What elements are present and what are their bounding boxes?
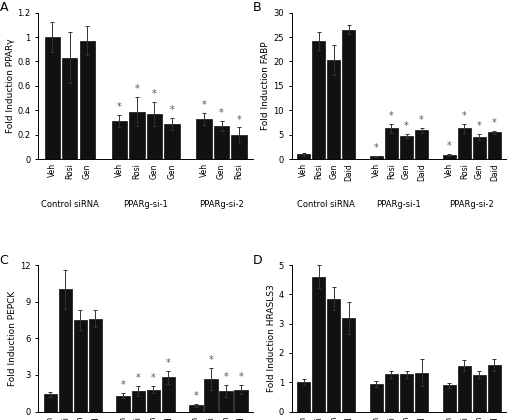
Text: *: * xyxy=(117,102,122,112)
Text: B: B xyxy=(253,1,262,14)
Text: PPARg-si-2: PPARg-si-2 xyxy=(450,200,494,209)
Bar xyxy=(164,124,180,159)
Text: *: * xyxy=(121,381,125,390)
Bar xyxy=(214,126,229,159)
Y-axis label: Fold Induction PEPCK: Fold Induction PEPCK xyxy=(8,291,17,386)
Bar xyxy=(162,378,175,412)
Bar xyxy=(385,129,398,159)
Text: *: * xyxy=(462,110,466,121)
Bar xyxy=(488,365,501,412)
Text: *: * xyxy=(208,354,214,365)
Bar xyxy=(146,390,160,412)
Bar xyxy=(473,375,486,412)
Bar xyxy=(147,114,162,159)
Bar xyxy=(385,374,398,412)
Bar xyxy=(231,135,247,159)
Bar xyxy=(204,378,218,412)
Text: *: * xyxy=(447,141,452,151)
Text: *: * xyxy=(136,373,140,383)
Bar xyxy=(220,391,232,412)
Bar xyxy=(442,155,456,159)
Y-axis label: Fold Induction PPARγ: Fold Induction PPARγ xyxy=(6,39,14,133)
Bar xyxy=(234,390,248,412)
Bar xyxy=(458,365,471,412)
Bar xyxy=(74,320,87,412)
Text: PPARg-si-1: PPARg-si-1 xyxy=(123,200,168,209)
Bar xyxy=(342,318,355,412)
Bar xyxy=(132,391,145,412)
Text: *: * xyxy=(166,358,170,368)
Bar xyxy=(45,37,60,159)
Text: *: * xyxy=(194,391,198,401)
Text: *: * xyxy=(374,143,379,152)
Text: *: * xyxy=(219,108,224,118)
Bar xyxy=(62,58,77,159)
Bar xyxy=(400,136,413,159)
Bar xyxy=(327,299,340,412)
Text: *: * xyxy=(477,121,482,131)
Bar xyxy=(116,396,130,412)
Text: *: * xyxy=(492,118,497,128)
Bar xyxy=(415,373,428,412)
Text: C: C xyxy=(0,254,8,267)
Bar xyxy=(370,156,383,159)
Bar xyxy=(197,119,212,159)
Text: *: * xyxy=(224,372,228,382)
Bar xyxy=(189,405,203,412)
Bar xyxy=(442,385,456,412)
Bar xyxy=(415,130,428,159)
Text: *: * xyxy=(239,372,244,382)
Text: D: D xyxy=(253,254,263,267)
Text: *: * xyxy=(151,373,156,383)
Text: A: A xyxy=(0,1,8,14)
Text: *: * xyxy=(237,115,242,124)
Y-axis label: Fold Induction FABP: Fold Induction FABP xyxy=(262,42,270,130)
Bar xyxy=(488,132,501,159)
Bar xyxy=(400,374,413,412)
Bar xyxy=(312,41,325,159)
Bar xyxy=(297,382,310,412)
Bar xyxy=(342,30,355,159)
Bar xyxy=(370,384,383,412)
Text: *: * xyxy=(152,89,157,99)
Y-axis label: Fold Induction HRASLS3: Fold Induction HRASLS3 xyxy=(267,284,276,392)
Bar xyxy=(473,137,486,159)
Bar xyxy=(458,129,471,159)
Text: Control siRNA: Control siRNA xyxy=(297,200,355,209)
Bar xyxy=(297,154,310,159)
Bar xyxy=(59,289,72,412)
Text: PPARg-si-1: PPARg-si-1 xyxy=(377,200,421,209)
Text: *: * xyxy=(404,121,409,131)
Text: *: * xyxy=(419,115,424,125)
Bar xyxy=(112,121,127,159)
Bar xyxy=(129,112,144,159)
Bar xyxy=(312,277,325,412)
Text: *: * xyxy=(135,84,139,94)
Bar xyxy=(44,394,57,412)
Text: *: * xyxy=(202,100,206,110)
Text: *: * xyxy=(169,105,175,115)
Text: PPARg-si-2: PPARg-si-2 xyxy=(199,200,244,209)
Text: *: * xyxy=(389,111,394,121)
Bar xyxy=(79,41,95,159)
Bar xyxy=(89,319,102,412)
Text: Control siRNA: Control siRNA xyxy=(41,200,99,209)
Bar xyxy=(327,60,340,159)
